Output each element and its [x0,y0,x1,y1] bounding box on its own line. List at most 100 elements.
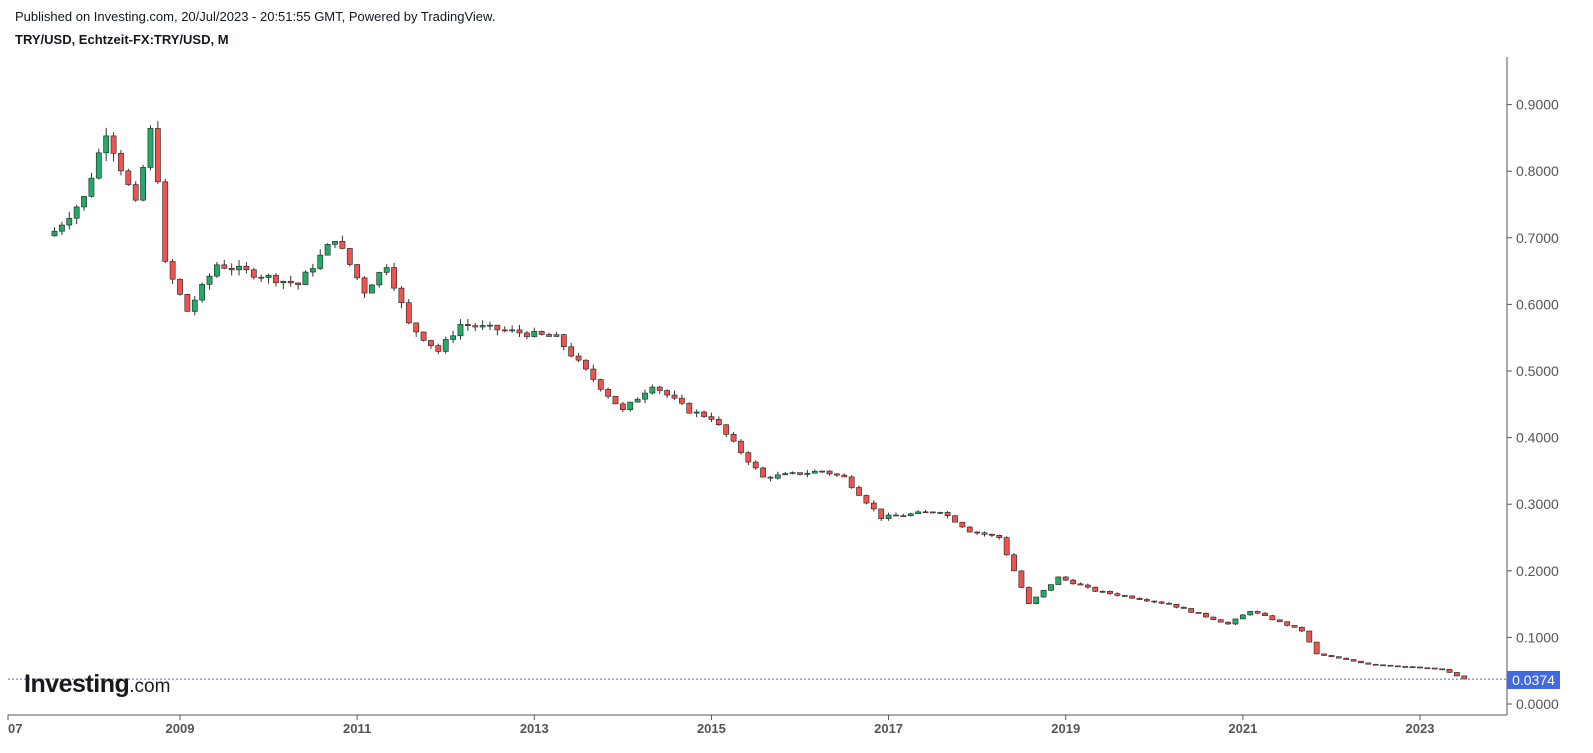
candle-down [1343,657,1350,660]
candle-up [236,265,242,271]
candle-down [1454,672,1460,677]
candle-down [797,472,803,475]
candle-down [575,355,582,361]
candle-down [1446,668,1453,673]
y-tick-label: 0.6000 [1516,296,1559,312]
candle-down [1107,590,1113,594]
candle-up [479,325,486,328]
candle-up [442,339,449,352]
candle-down [339,241,346,249]
candle-down [1284,621,1291,626]
candle-down [841,474,848,478]
candle-down [1299,626,1305,632]
x-tick-label: 2021 [1228,721,1257,736]
candle-up [309,268,316,273]
candle-up [302,271,309,285]
candle-up [88,177,95,197]
candle-down [501,329,508,332]
candle-down [619,403,626,410]
candle-up [782,473,789,476]
candle-down [760,467,766,478]
y-tick-label: 0.4000 [1516,430,1559,446]
candle-down [1409,666,1416,668]
candle-down [597,379,604,390]
candle-down [1328,655,1335,657]
candle-down [738,440,744,453]
candle-down [346,248,353,265]
candle-up [1232,618,1239,625]
candle-down [856,487,862,496]
candle-down [1424,667,1431,670]
candle-up [59,224,65,232]
candle-up [81,196,87,208]
x-tick-label: 2013 [520,721,549,736]
symbol-title: TRY/USD, Echtzeit-FX:TRY/USD, M [15,32,229,47]
candle-down [1431,667,1438,670]
candle-down [1084,584,1091,588]
candle-up [1239,614,1246,620]
candle-down [1321,653,1327,656]
candle-down [184,294,191,312]
candle-up [1055,576,1062,585]
candle-down [745,452,752,463]
candle-down [1144,599,1150,602]
published-note: Published on Investing.com, 20/Jul/2023 … [15,9,496,24]
candle-up [73,206,80,219]
candle-down [1003,537,1010,556]
candle-up [103,135,110,154]
candle-up [280,280,287,284]
candle-down [472,325,479,328]
candle-down [1417,666,1423,669]
candle-up [199,284,206,301]
candle-down [708,416,715,420]
candle-down [1269,615,1276,621]
candle-down [560,334,567,348]
candle-up [191,299,198,312]
candle-down [900,515,907,517]
candle-up [634,398,641,403]
logo-text: Investing [24,670,130,698]
candle-up [369,284,375,294]
last-price-label: 0.0374 [1507,671,1560,689]
candle-down [996,535,1003,538]
candle-up [915,511,921,515]
y-tick-label: 0.3000 [1516,496,1559,512]
candle-down [1313,641,1320,655]
candle-down [870,502,877,510]
candle-down [1358,660,1364,664]
candle-up [1048,584,1054,591]
candle-down [125,170,132,185]
candle-up [649,386,656,394]
candle-down [154,128,161,183]
candle-up [819,470,826,473]
candle-down [354,264,361,279]
candle-down [1121,595,1128,597]
candle-down [1188,608,1195,613]
candle-down [878,508,885,519]
candle-up [383,267,390,273]
candle-down [1062,576,1069,581]
candle-down [1210,616,1217,620]
x-tick-label: 2009 [166,721,195,736]
candle-up [450,335,456,340]
candle-up [206,275,213,285]
candle-down [1180,606,1187,609]
candle-down [1262,612,1268,617]
candle-up [1247,611,1254,616]
candle-down [516,329,523,334]
candle-down [221,264,228,269]
x-tick-label: 07 [8,721,22,736]
candle-down [538,331,545,335]
candle-down [1173,603,1180,608]
candle-down [686,402,693,414]
y-tick-label: 0.2000 [1516,563,1559,579]
candle-down [546,334,552,337]
candle-down [605,389,611,397]
candle-down [826,470,833,475]
candle-down [730,434,737,442]
candle-down [361,277,368,294]
candle-down [767,476,774,479]
candle-down [398,287,405,303]
candle-down [464,324,471,326]
